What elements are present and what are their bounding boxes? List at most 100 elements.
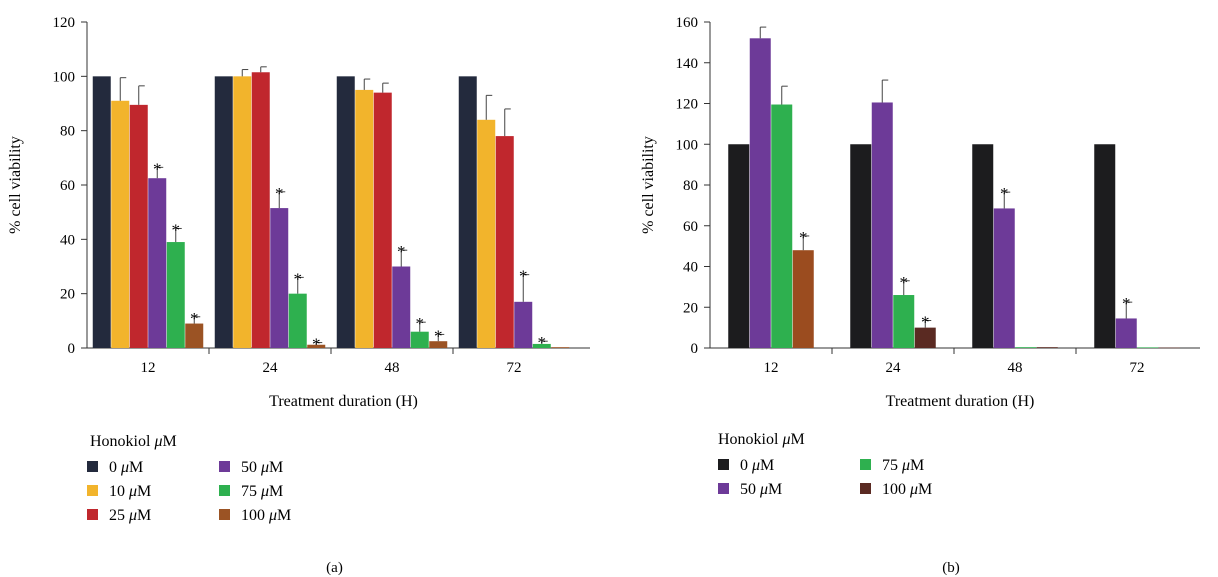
y-axis-title: % cell viability (640, 136, 657, 234)
bar (410, 331, 429, 348)
bar (129, 104, 148, 348)
significance-marker: * (900, 273, 909, 292)
bar (1115, 318, 1137, 348)
bar (914, 327, 936, 348)
panel-label: (a) (326, 560, 343, 576)
bar (1015, 347, 1037, 348)
legend-item-label: 0 μM (109, 459, 143, 476)
bar (270, 208, 289, 348)
bar (233, 76, 252, 348)
bar (111, 100, 130, 349)
x-tick-label: 48 (385, 360, 400, 376)
chart-panel-b: 0 20 40 60 80 100 120 140 160 12 * 24 * * 48 * 72 * % cell… (640, 15, 1200, 576)
significance-marker: * (1000, 184, 1009, 203)
significance-marker: * (153, 159, 162, 178)
bar (477, 119, 496, 348)
y-tick-label: 0 (691, 341, 699, 357)
y-tick-label: 40 (60, 232, 75, 248)
y-tick-label: 100 (676, 137, 699, 153)
significance-marker: * (190, 309, 199, 328)
bar (514, 301, 533, 348)
bar (307, 344, 326, 348)
legend-item-label: 50 μM (740, 481, 782, 498)
y-tick-label: 60 (683, 219, 698, 235)
y-tick-label: 20 (60, 287, 75, 303)
significance-marker: * (397, 242, 406, 261)
x-tick-label: 72 (507, 360, 522, 376)
bar (495, 136, 514, 348)
y-tick-label: 20 (683, 300, 698, 316)
bar (871, 102, 893, 348)
significance-marker: * (1122, 294, 1131, 313)
legend-item-label: 75 μM (882, 457, 924, 474)
bar (336, 76, 355, 348)
bar (771, 104, 793, 348)
y-tick-label: 0 (68, 341, 76, 357)
chart-panel-a: 0 20 40 60 80 100 120 12 * * * 24 * * * 48 * * * 72 * * % cell… (7, 15, 590, 576)
legend-swatch (860, 483, 871, 494)
significance-marker: * (538, 333, 547, 352)
legend-swatch (718, 459, 729, 470)
bar (728, 144, 750, 348)
legend-item-label: 50 μM (241, 459, 283, 476)
y-tick-label: 140 (676, 56, 699, 72)
bar (749, 38, 771, 349)
bar (92, 76, 111, 348)
bar (972, 144, 994, 348)
significance-marker: * (416, 314, 425, 333)
legend-item-label: 75 μM (241, 483, 283, 500)
significance-marker: * (275, 184, 284, 203)
significance-marker: * (312, 335, 321, 354)
legend-swatch (87, 485, 98, 496)
bar (1137, 347, 1159, 348)
y-tick-label: 80 (60, 124, 75, 140)
bar (993, 208, 1015, 348)
legend-swatch (87, 461, 98, 472)
y-tick-label: 40 (683, 260, 698, 276)
bar (251, 72, 270, 348)
legend-swatch (718, 483, 729, 494)
significance-marker: * (172, 220, 181, 239)
legend-swatch (219, 461, 230, 472)
y-tick-label: 80 (683, 178, 698, 194)
significance-marker: * (799, 228, 808, 247)
x-tick-label: 24 (263, 360, 279, 376)
legend-item-label: 100 μM (241, 507, 291, 524)
legend-title: Honokiol μM (718, 431, 805, 448)
x-tick-label: 24 (886, 360, 902, 376)
legend-swatch (219, 485, 230, 496)
bar (288, 293, 307, 348)
significance-marker: * (434, 326, 443, 345)
legend-swatch (87, 509, 98, 520)
bar (429, 341, 448, 348)
bar (355, 89, 374, 349)
legend-item-label: 100 μM (882, 481, 932, 498)
legend-item-label: 25 μM (109, 507, 151, 524)
legend-swatch (860, 459, 871, 470)
bar (551, 347, 570, 348)
bar (214, 76, 233, 348)
bar (893, 295, 915, 348)
y-tick-label: 100 (53, 69, 76, 85)
x-tick-label: 48 (1008, 360, 1023, 376)
bar (850, 144, 872, 348)
bar (373, 92, 392, 348)
x-axis-title: Treatment duration (H) (269, 393, 418, 410)
legend-swatch (219, 509, 230, 520)
y-tick-label: 120 (676, 97, 699, 113)
bar (1036, 347, 1058, 348)
bar (392, 266, 411, 348)
significance-marker: * (921, 312, 930, 331)
legend-item-label: 0 μM (740, 457, 774, 474)
bar (1158, 347, 1180, 349)
bar (1094, 144, 1116, 348)
y-axis-title: % cell viability (7, 136, 24, 234)
bar (458, 76, 477, 348)
x-tick-label: 12 (141, 360, 156, 376)
significance-marker: * (294, 269, 303, 288)
bar (166, 242, 185, 348)
y-tick-label: 160 (676, 15, 699, 31)
bar (792, 250, 814, 348)
y-tick-label: 120 (53, 15, 76, 31)
